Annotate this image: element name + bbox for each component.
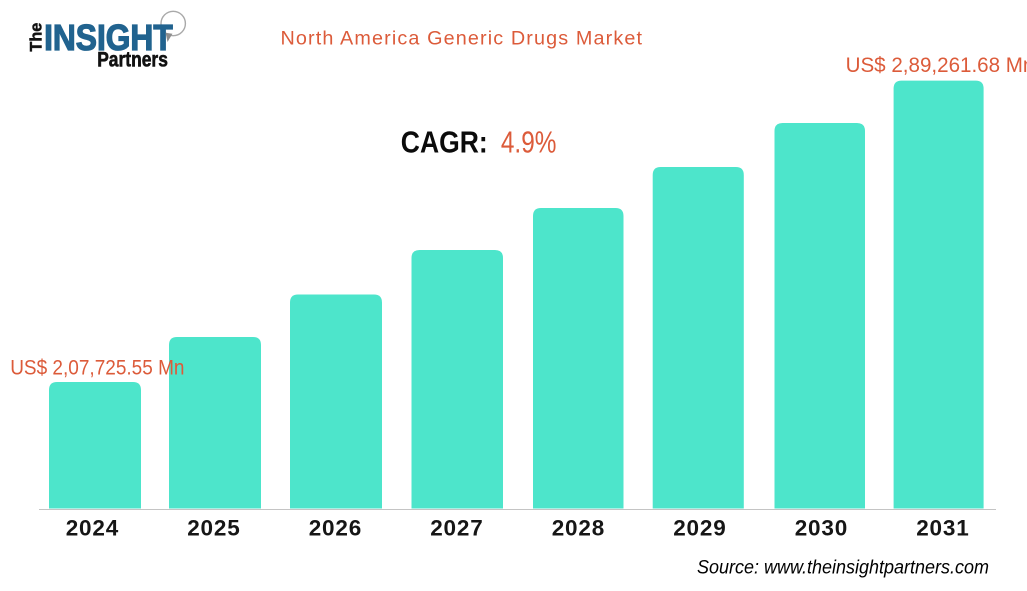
svg-text:The: The bbox=[27, 23, 46, 52]
svg-text:2031: 2031 bbox=[916, 515, 969, 540]
svg-text:2027: 2027 bbox=[430, 515, 483, 540]
svg-text:2025: 2025 bbox=[187, 515, 240, 540]
svg-text:CAGR:: CAGR: bbox=[401, 124, 488, 159]
svg-text:INSIGHT: INSIGHT bbox=[44, 17, 173, 58]
svg-text:4.9%: 4.9% bbox=[501, 124, 557, 159]
svg-text:Source: www.theinsightpartners: Source: www.theinsightpartners.com bbox=[697, 557, 989, 579]
svg-text:US$ 2,07,725.55 Mn: US$ 2,07,725.55 Mn bbox=[10, 357, 184, 380]
svg-text:US$ 2,89,261.68 Mn: US$ 2,89,261.68 Mn bbox=[846, 54, 1027, 77]
svg-text:2030: 2030 bbox=[795, 515, 848, 540]
svg-text:Partners: Partners bbox=[97, 49, 168, 72]
svg-text:2028: 2028 bbox=[552, 515, 605, 540]
svg-text:North America Generic Drugs Ma: North America Generic Drugs Market bbox=[281, 27, 643, 49]
svg-text:2024: 2024 bbox=[66, 515, 119, 540]
svg-text:2029: 2029 bbox=[673, 515, 726, 540]
svg-text:2026: 2026 bbox=[309, 515, 362, 540]
